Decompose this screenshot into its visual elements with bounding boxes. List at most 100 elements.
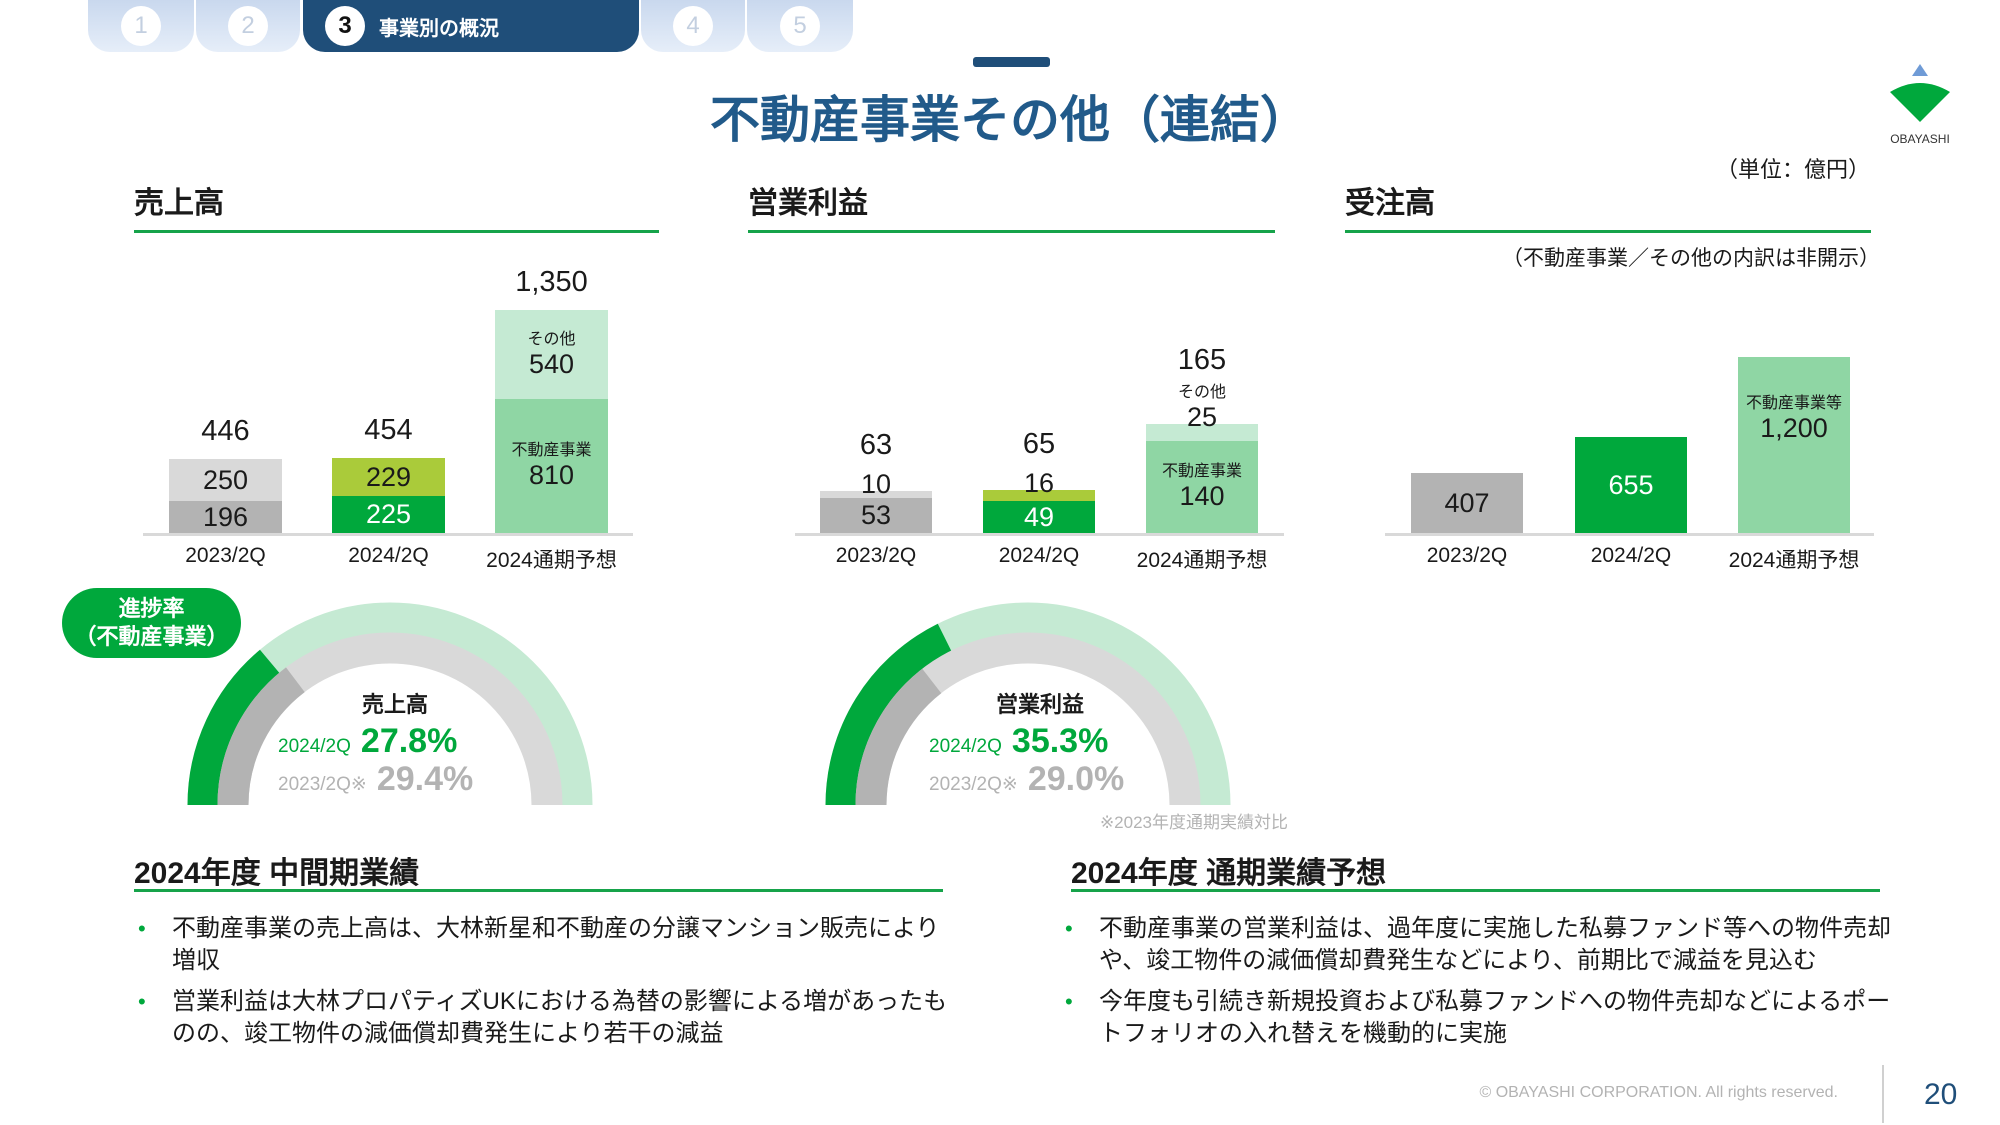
divider <box>748 230 1275 233</box>
bar-segment <box>820 497 932 533</box>
obayashi-logo: OBAYASHI <box>1885 60 1955 150</box>
bar-segment <box>1411 473 1523 533</box>
gauge-current-label: 2024/2Q <box>278 736 351 757</box>
bar-segment <box>983 500 1095 533</box>
bar-total-label: 63 <box>859 429 893 462</box>
segment-value: 810 <box>528 460 575 491</box>
segment-value: 250 <box>202 464 249 495</box>
x-axis-line <box>795 533 1284 536</box>
segment-value: 10 <box>860 469 892 500</box>
tab-number: 3 <box>325 6 365 46</box>
gauge-previous-progress <box>217 667 305 806</box>
bar-segment-label: 655 <box>1575 470 1687 500</box>
bar-segment <box>983 490 1095 501</box>
bar-segment-label: 229 <box>332 462 445 492</box>
bar-segment-label: 250 <box>169 465 282 495</box>
x-axis-line <box>1385 533 1874 536</box>
gauge-title: 営業利益 <box>995 692 1084 717</box>
category-label: 2023/2Q <box>185 544 266 567</box>
bar-segment-label: 16 <box>983 468 1095 498</box>
category-label: 2024通期予想 <box>1136 549 1268 572</box>
divider <box>134 889 943 892</box>
tab-number: 4 <box>673 6 713 46</box>
revenue-heading: 売上高 <box>134 187 224 220</box>
badge-line: 進捗率 <box>118 596 185 621</box>
segment-value: 407 <box>1444 488 1490 519</box>
bar-segment <box>169 500 282 533</box>
orders-heading: 受注高 <box>1345 187 1435 220</box>
operating-profit-heading: 営業利益 <box>748 187 868 220</box>
segment-name: その他 <box>1177 384 1226 401</box>
segment-value: 53 <box>860 500 892 531</box>
category-label: 2024/2Q <box>348 544 429 567</box>
segment-value: 225 <box>365 499 412 530</box>
divider <box>1345 230 1871 233</box>
bar-segment <box>169 459 282 501</box>
segment-value: 229 <box>365 461 412 492</box>
bar-segment <box>495 310 608 400</box>
category-label: 2024通期予想 <box>486 549 617 572</box>
bar-charts: 196 250 446 2023/2Q 225 229 454 2024/2Q 不動産事業 810… <box>143 266 1874 572</box>
gauge-prev-label: 2023/2Q※ <box>278 774 367 795</box>
bar-segment-label: 225 <box>332 499 445 529</box>
copyright: © OBAYASHI CORPORATION. All rights reser… <box>1479 1084 1838 1101</box>
bar-total-label: 446 <box>201 415 250 448</box>
gauge-title: 売上高 <box>361 692 428 717</box>
bar-segment-label: 49 <box>983 502 1095 532</box>
bar-segment <box>1146 424 1258 441</box>
bar-segment <box>820 491 932 498</box>
logo-text: OBAYASHI <box>1890 132 1950 146</box>
segment-value: 655 <box>1608 469 1654 500</box>
bar-segment <box>1738 357 1850 533</box>
unit-label: （単位：億円） <box>1715 157 1870 182</box>
bar-segment-label: 不動産事業 810 <box>495 442 608 490</box>
bar-segment-label: 196 <box>169 502 282 532</box>
forecast-bullet: 今年度も引続き新規投資および私募ファンドへの物件売却などによるポートフォリオの入… <box>1061 986 1891 1050</box>
segment-value: 140 <box>1179 480 1225 511</box>
gauge-prev-value: 29.4% <box>376 760 474 798</box>
gauge-prev-value: 29.0% <box>1027 760 1125 798</box>
category-label: 2023/2Q <box>1426 544 1508 567</box>
bar-segment-label: 10 <box>820 469 932 499</box>
segment-name: その他 <box>527 330 576 348</box>
gauge-footnote: ※2023年度通期実績対比 <box>1099 813 1288 832</box>
forecast-bullet: 不動産事業の営業利益は、過年度に実施した私募ファンド等への物件売却や、竣工物件の… <box>1061 913 1891 977</box>
gauge-current: 2024/2Q 35.3% <box>929 724 1108 758</box>
footer-divider <box>1882 1065 1884 1123</box>
forecast-heading: 2024年度 通期業績予想 <box>1071 857 1387 890</box>
progress-gauges <box>187 602 1231 806</box>
gauge-current-progress <box>187 649 281 806</box>
tab-1[interactable]: 1 <box>88 0 194 52</box>
bar-segment-label: 不動産事業 140 <box>1146 463 1258 511</box>
tab-5[interactable]: 5 <box>747 0 853 52</box>
tab-label: 事業別の概況 <box>379 17 499 40</box>
page-title: 不動産事業その他（連結） <box>710 92 1310 148</box>
segment-name: 不動産事業等 <box>1745 394 1842 412</box>
badge-line: （不動産事業） <box>74 624 229 649</box>
interim-heading: 2024年度 中間期業績 <box>134 857 420 890</box>
tab-2[interactable]: 2 <box>196 0 300 52</box>
page-number: 20 <box>1924 1078 1958 1111</box>
bar-segment <box>495 399 608 533</box>
divider <box>134 230 659 233</box>
bar-segment-label: その他 540 <box>495 331 608 379</box>
tab-4[interactable]: 4 <box>641 0 745 52</box>
divider <box>1071 889 1880 892</box>
bar-total-label: 1,350 <box>515 266 588 298</box>
tab-3[interactable]: 3 事業別の概況 <box>303 0 639 52</box>
gauge-current-value: 35.3% <box>1011 722 1109 760</box>
orders-note: （不動産事業／その他の内訳は非開示） <box>1502 247 1880 270</box>
segment-name: 不動産事業 <box>1161 462 1242 480</box>
segment-value: 25 <box>1186 402 1218 432</box>
category-label: 2024/2Q <box>1590 544 1672 567</box>
bar-segment-label: 不動産事業等 1,200 <box>1738 395 1850 443</box>
bar-segment-label: 407 <box>1411 488 1523 518</box>
segment-value: 540 <box>528 348 575 379</box>
bar-segment <box>332 495 445 533</box>
bar-segment <box>1146 440 1258 533</box>
category-label: 2024/2Q <box>998 544 1080 567</box>
bar-segment <box>1575 436 1687 533</box>
title-accent <box>973 57 1050 67</box>
bar-segment-label: その他 25 <box>1146 384 1258 432</box>
category-label: 2024通期予想 <box>1728 549 1860 572</box>
